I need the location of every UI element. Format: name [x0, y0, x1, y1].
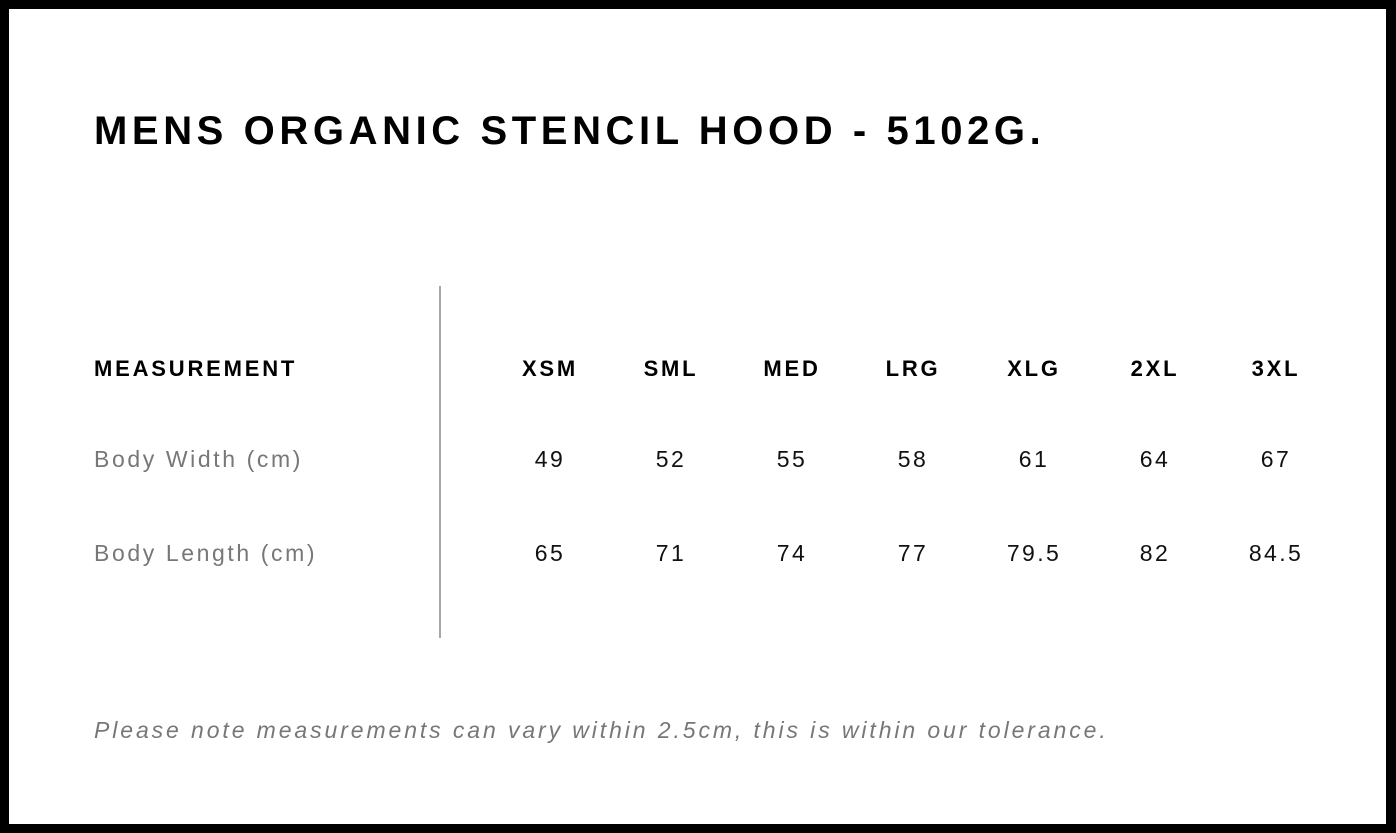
size-chart-card: MENS ORGANIC STENCIL HOOD - 5102G. MEASU… — [9, 9, 1386, 824]
size-header-lrg: LRG — [885, 356, 941, 381]
table-cell: 49 — [534, 446, 566, 472]
table-cell: 71 — [655, 540, 687, 566]
table-cell: 79.5 — [1006, 540, 1062, 566]
size-header-xsm: XSM — [521, 356, 579, 381]
table-cell: 64 — [1139, 446, 1171, 472]
table-cell: 61 — [1018, 446, 1050, 472]
measurement-header: MEASUREMENT — [94, 356, 298, 381]
table-cell: 77 — [897, 540, 929, 566]
page-title: MENS ORGANIC STENCIL HOOD - 5102G. — [94, 109, 1046, 153]
size-header-med: MED — [763, 356, 821, 381]
size-header-2xl: 2XL — [1130, 356, 1180, 381]
row-label: Body Width (cm) — [94, 446, 303, 472]
size-header-3xl: 3XL — [1251, 356, 1301, 381]
table-cell: 82 — [1139, 540, 1171, 566]
table-cell: 65 — [534, 540, 566, 566]
table-cell: 55 — [776, 446, 808, 472]
row-label: Body Length (cm) — [94, 540, 318, 566]
column-divider — [439, 286, 441, 638]
table-cell: 74 — [776, 540, 808, 566]
size-header-xlg: XLG — [1007, 356, 1061, 381]
size-header-sml: SML — [643, 356, 699, 381]
table-cell: 58 — [897, 446, 929, 472]
table-cell: 52 — [655, 446, 687, 472]
table-cell: 67 — [1260, 446, 1292, 472]
tolerance-note: Please note measurements can vary within… — [94, 717, 1109, 743]
table-cell: 84.5 — [1248, 540, 1304, 566]
